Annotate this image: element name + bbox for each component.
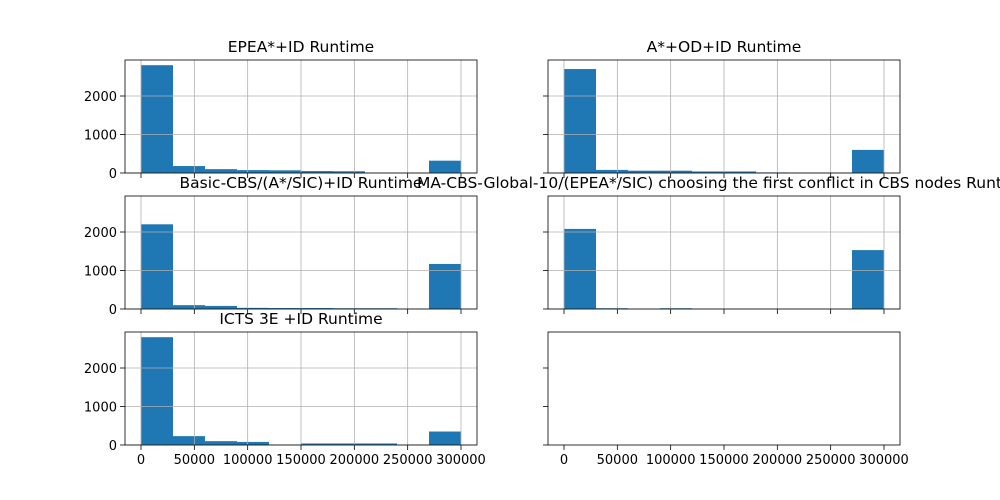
x-tick-label: 50000	[597, 453, 638, 468]
histogram-bar	[205, 169, 237, 173]
histogram-bar	[660, 170, 692, 173]
axes-frame	[124, 59, 478, 174]
histogram-bar	[237, 307, 269, 309]
histogram-bar	[333, 171, 365, 173]
axes-frame	[124, 331, 478, 446]
histogram-bar	[269, 308, 301, 309]
x-tick-label: 0	[137, 453, 145, 468]
y-tick-label: 0	[109, 167, 117, 182]
histogram-bar	[173, 436, 205, 445]
chart-title: MA-CBS-Global-10/(EPEA*/SIC) choosing th…	[417, 174, 1000, 192]
histogram-bar	[692, 171, 724, 173]
histogram-bar	[301, 443, 333, 445]
chart-title: ICTS 3E +ID Runtime	[219, 310, 382, 328]
chart-title: A*+OD+ID Runtime	[647, 38, 802, 56]
histogram-bar	[429, 160, 461, 173]
histogram-bar	[724, 171, 756, 173]
x-tick-label: 250000	[806, 453, 856, 468]
histogram-bar	[333, 443, 365, 445]
histogram-bar	[205, 441, 237, 445]
histogram-bar	[564, 228, 596, 309]
x-tick-label: 300000	[436, 453, 486, 468]
x-tick-label: 50000	[174, 453, 215, 468]
histogram-bar	[173, 305, 205, 309]
histogram-bar	[237, 441, 269, 445]
chart-title: EPEA*+ID Runtime	[228, 38, 374, 56]
x-tick-label: 0	[560, 453, 568, 468]
histogram-bar	[429, 431, 461, 445]
x-tick-label: 300000	[859, 453, 909, 468]
y-tick-label: 0	[109, 303, 117, 318]
axes-frame	[547, 59, 901, 174]
histogram-bar	[237, 170, 269, 173]
y-tick-label: 1000	[84, 264, 117, 279]
histogram-bar	[564, 69, 596, 173]
y-tick-label: 0	[109, 439, 117, 454]
axes-frame	[547, 331, 901, 446]
y-tick-label: 2000	[84, 362, 117, 377]
x-tick-label: 150000	[276, 453, 326, 468]
histogram-bar	[173, 166, 205, 173]
histogram-bar	[141, 337, 173, 445]
histogram-bar	[852, 250, 884, 309]
histogram-bar	[269, 170, 301, 173]
axes-frame	[547, 195, 901, 310]
axes-frame	[124, 195, 478, 310]
histogram-bar	[365, 443, 397, 445]
x-tick-label: 250000	[383, 453, 433, 468]
histogram-bar	[852, 149, 884, 173]
histogram-bar	[596, 169, 628, 173]
y-tick-label: 1000	[84, 128, 117, 143]
x-tick-label: 100000	[223, 453, 273, 468]
y-tick-label: 1000	[84, 400, 117, 415]
x-tick-label: 200000	[330, 453, 380, 468]
histogram-bar	[301, 308, 333, 309]
histogram-bar	[429, 263, 461, 309]
x-tick-label: 150000	[699, 453, 749, 468]
x-tick-label: 100000	[646, 453, 696, 468]
histogram-bar	[301, 171, 333, 173]
x-tick-label: 200000	[753, 453, 803, 468]
histogram-bar	[141, 65, 173, 173]
chart-title: Basic-CBS/(A*/SIC)+ID Runtime	[180, 174, 423, 192]
y-tick-label: 2000	[84, 90, 117, 105]
histogram-bar	[141, 224, 173, 309]
histogram-bar	[205, 305, 237, 309]
y-tick-label: 2000	[84, 226, 117, 241]
histogram-bar	[628, 170, 660, 173]
